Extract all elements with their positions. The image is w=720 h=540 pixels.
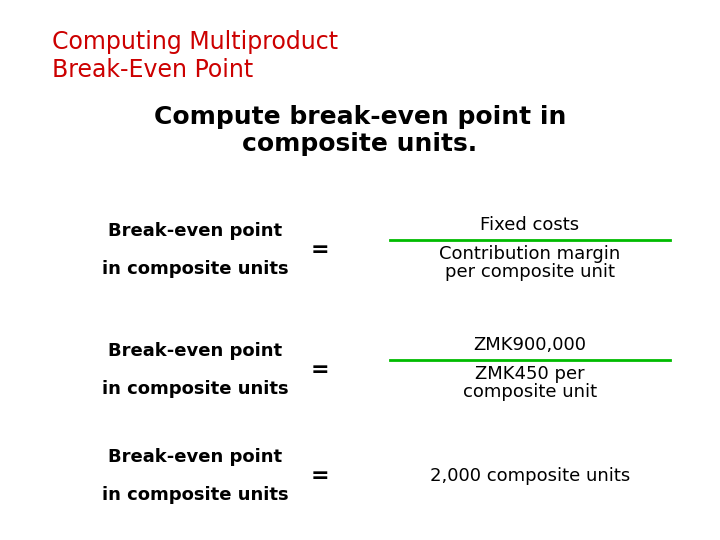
Text: composite unit: composite unit bbox=[463, 383, 597, 401]
Text: in composite units: in composite units bbox=[102, 260, 288, 278]
Text: in composite units: in composite units bbox=[102, 486, 288, 504]
Text: =: = bbox=[311, 240, 329, 260]
Text: ZMK450 per: ZMK450 per bbox=[475, 365, 585, 383]
Text: composite units.: composite units. bbox=[243, 132, 477, 156]
Text: =: = bbox=[311, 466, 329, 486]
Text: Break-Even Point: Break-Even Point bbox=[52, 58, 253, 82]
Text: ZMK900,000: ZMK900,000 bbox=[474, 336, 587, 354]
Text: Contribution margin: Contribution margin bbox=[439, 245, 621, 263]
Text: in composite units: in composite units bbox=[102, 380, 288, 398]
Text: Break-even point: Break-even point bbox=[108, 342, 282, 360]
Text: Break-even point: Break-even point bbox=[108, 448, 282, 466]
Text: Compute break-even point in: Compute break-even point in bbox=[154, 105, 566, 129]
Text: Computing Multiproduct: Computing Multiproduct bbox=[52, 30, 338, 54]
Text: =: = bbox=[311, 360, 329, 380]
Text: Fixed costs: Fixed costs bbox=[480, 216, 580, 234]
Text: 2,000 composite units: 2,000 composite units bbox=[430, 467, 630, 485]
Text: Break-even point: Break-even point bbox=[108, 222, 282, 240]
Text: per composite unit: per composite unit bbox=[445, 263, 615, 281]
